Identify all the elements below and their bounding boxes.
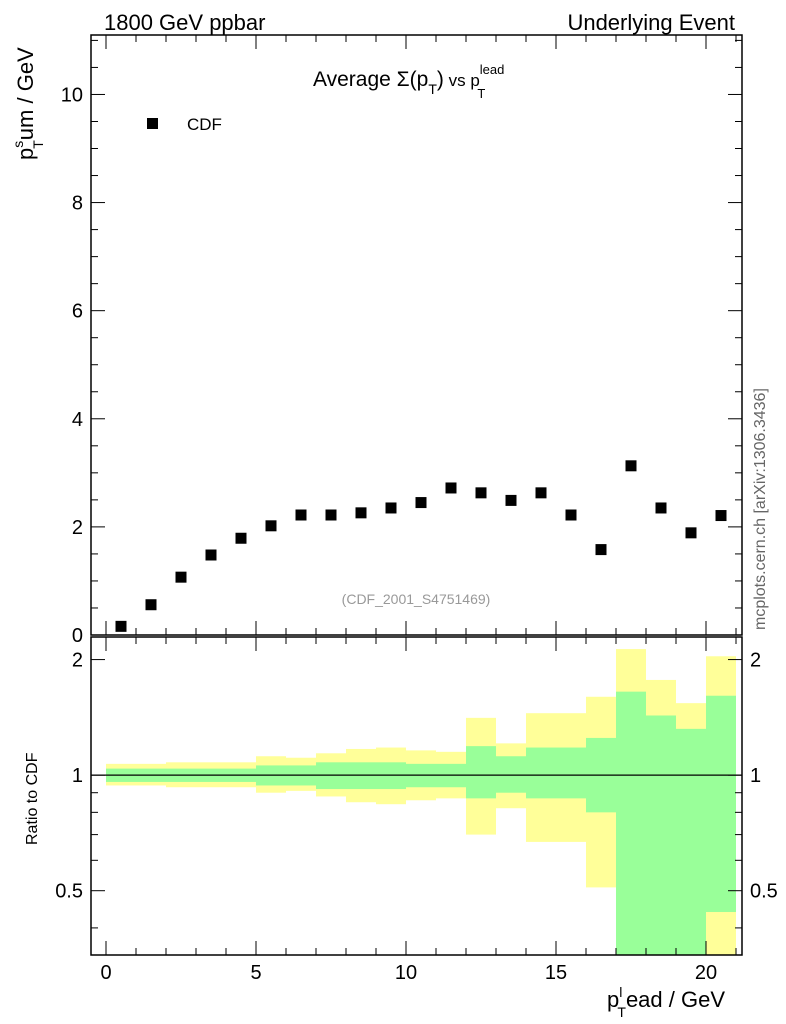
inner-band-bin xyxy=(526,747,556,799)
data-point xyxy=(175,571,187,583)
ratio-panel: 0.5 0.51 12 20 5 10 15 20 Ratio to CDF pl Tead /… xyxy=(24,636,778,1020)
ratio-frame xyxy=(90,636,743,956)
data-points xyxy=(115,460,727,632)
data-point xyxy=(325,509,337,521)
data-point xyxy=(385,502,397,514)
data-point xyxy=(505,494,517,506)
x-tick-label: 15 xyxy=(545,962,567,984)
legend-label-cdf: CDF xyxy=(187,115,222,134)
data-point xyxy=(235,532,247,544)
data-point xyxy=(145,599,157,611)
source-label: mcplots.cern.ch [arXiv:1306.3436] xyxy=(752,388,769,630)
main-frame xyxy=(90,34,743,636)
x-tick-label: 5 xyxy=(250,962,261,984)
ratio-bands xyxy=(106,649,736,955)
inner-band-bin xyxy=(496,756,526,793)
inner-band-bin xyxy=(706,695,736,913)
ratio-y-axis-label: Ratio to CDF xyxy=(24,752,41,845)
data-point xyxy=(655,502,667,514)
data-point xyxy=(115,620,127,632)
data-point xyxy=(295,509,307,521)
legend-marker xyxy=(147,118,158,129)
data-point xyxy=(355,507,367,519)
data-point xyxy=(595,544,607,556)
x-tick-label: 0 xyxy=(100,962,111,984)
data-point xyxy=(625,460,637,472)
main-panel: 0 2 4 6 8 10 Average Σ(pT) vs plead T CDF (CDF… xyxy=(10,34,743,647)
y-tick-label: 6 xyxy=(72,301,83,323)
data-point xyxy=(715,510,727,522)
inner-band-bin xyxy=(556,747,586,799)
ratio-y-tick-label-right: 1 xyxy=(750,765,761,787)
inner-band-bin xyxy=(676,728,706,955)
ratio-axis-ticks: 0.5 0.51 12 20 5 10 15 20 xyxy=(55,637,778,984)
y-tick-label: 10 xyxy=(61,84,83,106)
data-point xyxy=(475,487,487,499)
main-axis-ticks: 0 2 4 6 8 10 xyxy=(61,35,742,647)
plot-title: Average Σ(pT) vs plead T xyxy=(313,62,504,101)
ratio-y-tick-label-right: 0.5 xyxy=(750,881,778,903)
data-point xyxy=(685,527,697,539)
data-point xyxy=(205,549,217,561)
main-y-axis-label: ps Tum / GeV xyxy=(10,47,46,160)
data-point xyxy=(535,487,547,499)
ratio-y-tick-label: 2 xyxy=(72,650,83,672)
x-tick-label: 10 xyxy=(395,962,417,984)
ratio-y-tick-label: 1 xyxy=(72,765,83,787)
data-point xyxy=(265,520,277,532)
data-point xyxy=(565,509,577,521)
ratio-y-tick-label: 0.5 xyxy=(55,881,83,903)
x-axis-label: pl Tead / GeV xyxy=(607,984,725,1020)
inner-band-bin xyxy=(616,691,646,955)
y-tick-label: 0 xyxy=(72,625,83,647)
ratio-y-tick-label-right: 2 xyxy=(750,650,761,672)
inner-band-bin xyxy=(646,715,676,955)
analysis-tag: (CDF_2001_S4751469) xyxy=(342,591,491,607)
y-tick-label: 8 xyxy=(72,193,83,215)
inner-band-bin xyxy=(466,746,496,799)
y-tick-label: 4 xyxy=(72,409,83,431)
y-tick-label: 2 xyxy=(72,517,83,539)
process-label: Underlying Event xyxy=(567,10,735,35)
data-point xyxy=(445,482,457,494)
energy-label: 1800 GeV ppbar xyxy=(104,10,265,35)
data-point xyxy=(415,497,427,509)
x-tick-label: 20 xyxy=(695,962,717,984)
